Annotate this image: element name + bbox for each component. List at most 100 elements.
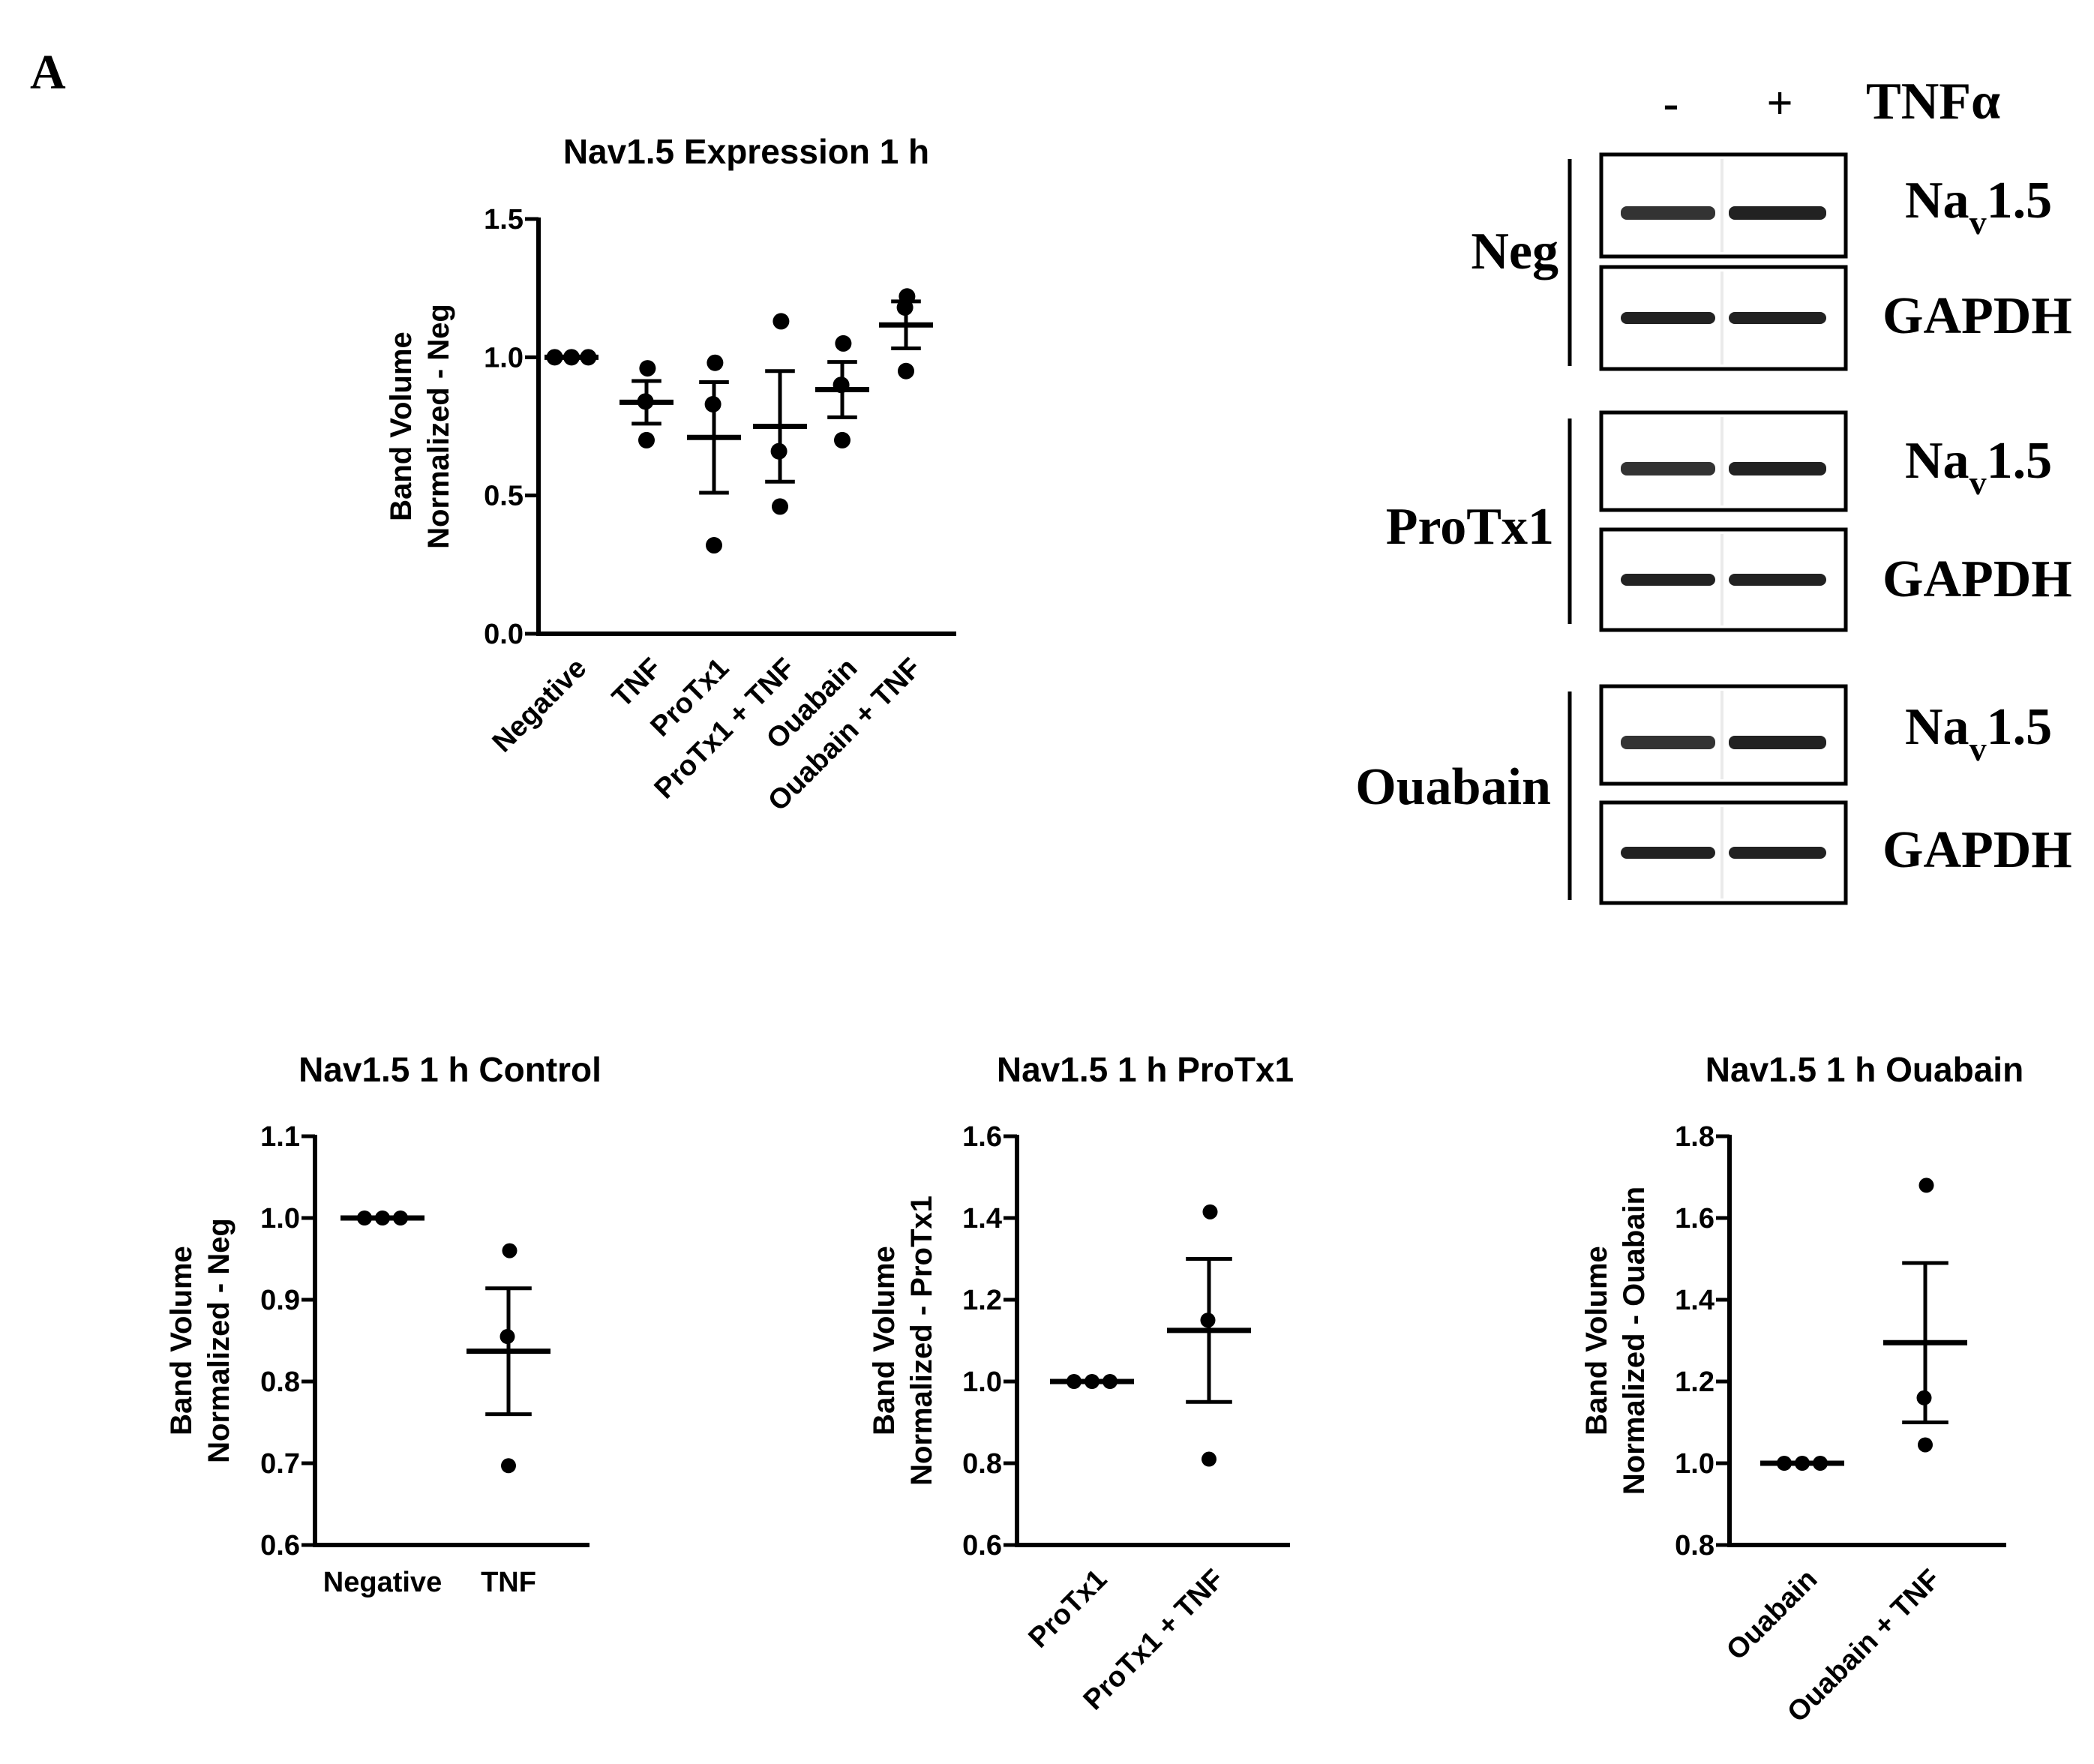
y-axis-label-line: Band Volume — [165, 1246, 198, 1436]
western-blot: - + TNFα NegNav1.5GAPDHProTx1Nav1.5GAPDH… — [1355, 73, 2072, 905]
chart-title: Nav1.5 Expression 1 h — [563, 132, 929, 171]
chart-ouabain: Nav1.5 1 h Ouabain 0.8 1.0 1.2 1.4 1.6 1.8 Band… — [1580, 1050, 2024, 1729]
nav15-band-label: Nav1.5 — [1905, 432, 2052, 502]
gapdh-band-label: GAPDH — [1882, 287, 2072, 345]
y-tick-label: 1.1 — [260, 1121, 300, 1153]
y-tick-label: 1.6 — [962, 1121, 1002, 1153]
y-tick-label: 1.0 — [260, 1203, 300, 1234]
y-tick-label: 1.2 — [1675, 1366, 1714, 1398]
y-axis-label-line: Normalized - Ouabain — [1618, 1186, 1651, 1495]
nav15-band-label: Nav1.5 — [1905, 172, 2052, 242]
y-axis-label: Band Volume Normalized - Neg — [165, 1218, 236, 1463]
x-tick-label: TNF — [606, 652, 668, 714]
chart-title: Nav1.5 1 h Control — [298, 1050, 602, 1089]
nav15-label-rest: 1.5 — [1987, 432, 2053, 490]
y-axis-label-line: Band Volume — [1580, 1246, 1613, 1436]
nav15-label-main: Na — [1905, 172, 1970, 230]
data-point — [704, 396, 722, 413]
blot-band-plus — [1729, 574, 1826, 586]
y-tick-label: 0.5 — [484, 481, 524, 512]
x-tick-label: Negative — [487, 652, 593, 759]
blot-band-minus — [1621, 847, 1715, 859]
data-point — [770, 442, 788, 460]
data-point — [1066, 1374, 1082, 1389]
gapdh-band-label: GAPDH — [1882, 821, 2072, 879]
y-tick-label: 1.0 — [484, 342, 524, 374]
data-point — [1202, 1451, 1216, 1467]
data-point — [1918, 1178, 1934, 1193]
data-point — [706, 537, 722, 554]
y-axis-label-line: Normalized - Neg — [422, 304, 455, 549]
blot-band-plus — [1729, 206, 1826, 220]
x-tick-label: Negative — [323, 1567, 442, 1598]
y-tick-label: 1.4 — [1675, 1285, 1714, 1316]
y-tick-label: 1.6 — [1675, 1203, 1714, 1234]
data-point — [502, 1243, 518, 1258]
blot-band-minus — [1621, 312, 1715, 324]
nav15-label-main: Na — [1905, 698, 1970, 756]
data-point — [563, 349, 580, 366]
chart-expression-1h: Nav1.5 Expression 1 h 0.0 0.5 1.0 1.5 Band Vo… — [385, 132, 956, 818]
blot-group-label: Neg — [1471, 223, 1558, 280]
y-tick-label: 1.5 — [484, 204, 524, 236]
y-axis-label: Band Volume Normalized - ProTx1 — [868, 1196, 938, 1486]
data-point — [896, 298, 914, 316]
data-point — [706, 354, 724, 371]
y-axis-label-line: Normalized - ProTx1 — [905, 1196, 938, 1486]
chart-protx1: Nav1.5 1 h ProTx1 0.6 0.8 1.0 1.2 1.4 1.6 Band … — [868, 1050, 1294, 1716]
y-axis-label: Band Volume Normalized - Neg — [385, 304, 455, 549]
y-tick-label: 0.0 — [484, 619, 524, 650]
data-point — [1202, 1204, 1218, 1220]
data-point — [639, 360, 656, 377]
blot-band-plus — [1729, 312, 1826, 324]
data-point — [1795, 1456, 1810, 1471]
treatment-label: TNFα — [1866, 73, 2000, 130]
data-point — [1918, 1437, 1933, 1453]
nav15-label-sub: v — [1970, 203, 1987, 242]
chart-title: Nav1.5 1 h ProTx1 — [997, 1050, 1294, 1089]
data-point — [772, 313, 790, 330]
blot-group-label: ProTx1 — [1386, 498, 1554, 556]
blot-band-minus — [1621, 736, 1715, 749]
data-point — [1102, 1374, 1118, 1389]
data-point — [898, 362, 914, 380]
y-tick-label: 0.6 — [260, 1530, 300, 1562]
data-point — [832, 376, 850, 394]
data-point — [375, 1210, 390, 1226]
lane-sign-minus: - — [1664, 78, 1679, 129]
y-tick-label: 1.4 — [962, 1203, 1002, 1234]
data-point — [1777, 1456, 1792, 1471]
data-point — [580, 349, 597, 366]
y-axis-label: Band Volume Normalized - Ouabain — [1580, 1186, 1651, 1495]
data-point — [1813, 1456, 1828, 1471]
y-tick-label: 0.8 — [962, 1448, 1002, 1480]
data-point — [638, 431, 655, 448]
y-tick-label: 1.8 — [1675, 1121, 1714, 1153]
data-point — [501, 1458, 516, 1474]
nav15-label-rest: 1.5 — [1987, 172, 2053, 230]
nav15-label-sub: v — [1970, 730, 1987, 768]
y-axis-label-line: Band Volume — [385, 332, 418, 521]
nav15-label-main: Na — [1905, 432, 1970, 490]
data-point — [835, 334, 852, 352]
y-tick-label: 0.8 — [260, 1366, 300, 1398]
blot-band-minus — [1621, 206, 1715, 220]
y-axis-label-line: Band Volume — [868, 1246, 901, 1436]
y-tick-label: 0.7 — [260, 1448, 300, 1480]
y-tick-label: 1.0 — [1675, 1448, 1714, 1480]
blot-group-label: Ouabain — [1355, 758, 1551, 816]
y-axis-label-line: Normalized - Neg — [202, 1218, 236, 1463]
blot-band-plus — [1729, 847, 1826, 859]
x-tick-label: TNF — [481, 1567, 536, 1598]
data-point — [1916, 1390, 1932, 1406]
x-tick-label: Ouabain — [1720, 1564, 1823, 1666]
panel-label: A — [30, 45, 66, 100]
nav15-band-label: Nav1.5 — [1905, 698, 2052, 768]
nav15-label-sub: v — [1970, 464, 1987, 502]
data-point — [357, 1210, 372, 1226]
blot-band-plus — [1729, 736, 1826, 749]
y-tick-label: 0.9 — [260, 1285, 300, 1316]
chart-control: Nav1.5 1 h Control 0.6 0.7 0.8 0.9 1.0 1.1 Band… — [165, 1050, 602, 1598]
chart-title: Nav1.5 1 h Ouabain — [1706, 1050, 2024, 1089]
